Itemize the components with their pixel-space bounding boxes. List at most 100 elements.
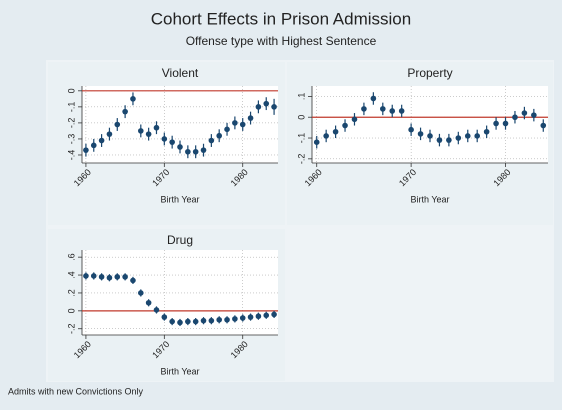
point <box>161 314 168 320</box>
point <box>145 299 152 306</box>
point <box>232 120 238 126</box>
point <box>177 144 183 150</box>
point <box>493 120 499 127</box>
point <box>98 137 105 144</box>
point <box>169 139 175 145</box>
point <box>332 128 339 135</box>
point <box>436 137 443 143</box>
point <box>114 121 121 128</box>
point <box>145 131 152 137</box>
point <box>380 106 386 112</box>
point <box>216 132 222 139</box>
point <box>208 137 215 144</box>
point <box>185 148 191 155</box>
y-tick-label: .1 <box>296 93 306 101</box>
note: Admits with new Convictions Only <box>8 386 144 396</box>
point <box>540 122 547 129</box>
panel-title: Drug <box>167 233 193 247</box>
point <box>153 307 160 313</box>
point <box>216 316 222 323</box>
y-tick-label: -.3 <box>66 134 76 145</box>
point <box>177 319 183 326</box>
panel-title: Property <box>407 66 452 80</box>
point <box>521 110 528 116</box>
panel-title: Violent <box>162 66 199 80</box>
y-tick-label: 0 <box>296 115 306 120</box>
point <box>90 142 97 149</box>
point <box>417 131 424 137</box>
y-tick-label: 0 <box>66 308 76 313</box>
point <box>263 312 270 319</box>
point <box>114 274 121 280</box>
y-tick-label: 0 <box>66 88 76 93</box>
point <box>247 115 254 121</box>
chart-title: Cohort Effects in Prison Admission <box>151 9 411 28</box>
y-tick-label: .4 <box>66 271 76 279</box>
point <box>106 274 113 281</box>
point <box>122 108 128 115</box>
point <box>130 96 136 102</box>
point <box>185 318 191 325</box>
point <box>98 274 105 280</box>
point <box>342 122 348 129</box>
point <box>83 147 89 153</box>
x-axis-label: Birth Year <box>160 366 199 376</box>
point <box>370 95 377 102</box>
chart-subtitle: Offense type with Highest Sentence <box>186 34 377 48</box>
plot-area <box>312 86 548 163</box>
point <box>224 126 230 133</box>
point <box>90 273 97 279</box>
point <box>138 290 144 296</box>
point <box>531 112 537 118</box>
point <box>239 315 246 321</box>
point <box>83 273 89 279</box>
point <box>255 104 262 110</box>
point <box>161 136 168 142</box>
point <box>239 121 246 128</box>
point <box>122 274 128 280</box>
point <box>247 314 254 320</box>
point <box>138 128 144 134</box>
point <box>502 120 509 127</box>
point <box>323 133 329 139</box>
point <box>271 104 277 110</box>
point <box>130 277 136 284</box>
point <box>313 139 320 145</box>
point <box>483 128 490 135</box>
point <box>427 133 433 139</box>
point <box>361 106 367 112</box>
point <box>169 318 175 325</box>
point <box>106 131 113 137</box>
point <box>208 317 215 324</box>
y-tick-label: .2 <box>66 289 76 297</box>
x-axis-label: Birth Year <box>410 194 449 204</box>
y-tick-label: -.1 <box>296 133 306 144</box>
point <box>271 311 277 318</box>
y-tick-label: -.1 <box>66 102 76 113</box>
point <box>224 316 230 323</box>
point <box>232 316 238 322</box>
y-tick-label: -.2 <box>66 118 76 129</box>
point <box>474 133 481 139</box>
point <box>455 135 462 141</box>
point <box>192 148 199 155</box>
point <box>192 318 199 325</box>
point <box>200 317 207 324</box>
point <box>263 100 270 107</box>
point <box>351 116 358 123</box>
point <box>512 114 518 121</box>
x-axis-label: Birth Year <box>160 194 199 204</box>
y-tick-label: -.2 <box>66 323 76 334</box>
point <box>398 108 405 114</box>
point <box>200 147 207 153</box>
y-tick-label: -.2 <box>296 154 306 165</box>
point <box>446 137 452 143</box>
y-tick-label: -.4 <box>66 150 76 161</box>
point <box>408 126 414 133</box>
point <box>464 133 471 139</box>
point <box>255 313 262 320</box>
point <box>389 108 396 114</box>
y-tick-label: .6 <box>66 253 76 261</box>
point <box>153 124 160 131</box>
